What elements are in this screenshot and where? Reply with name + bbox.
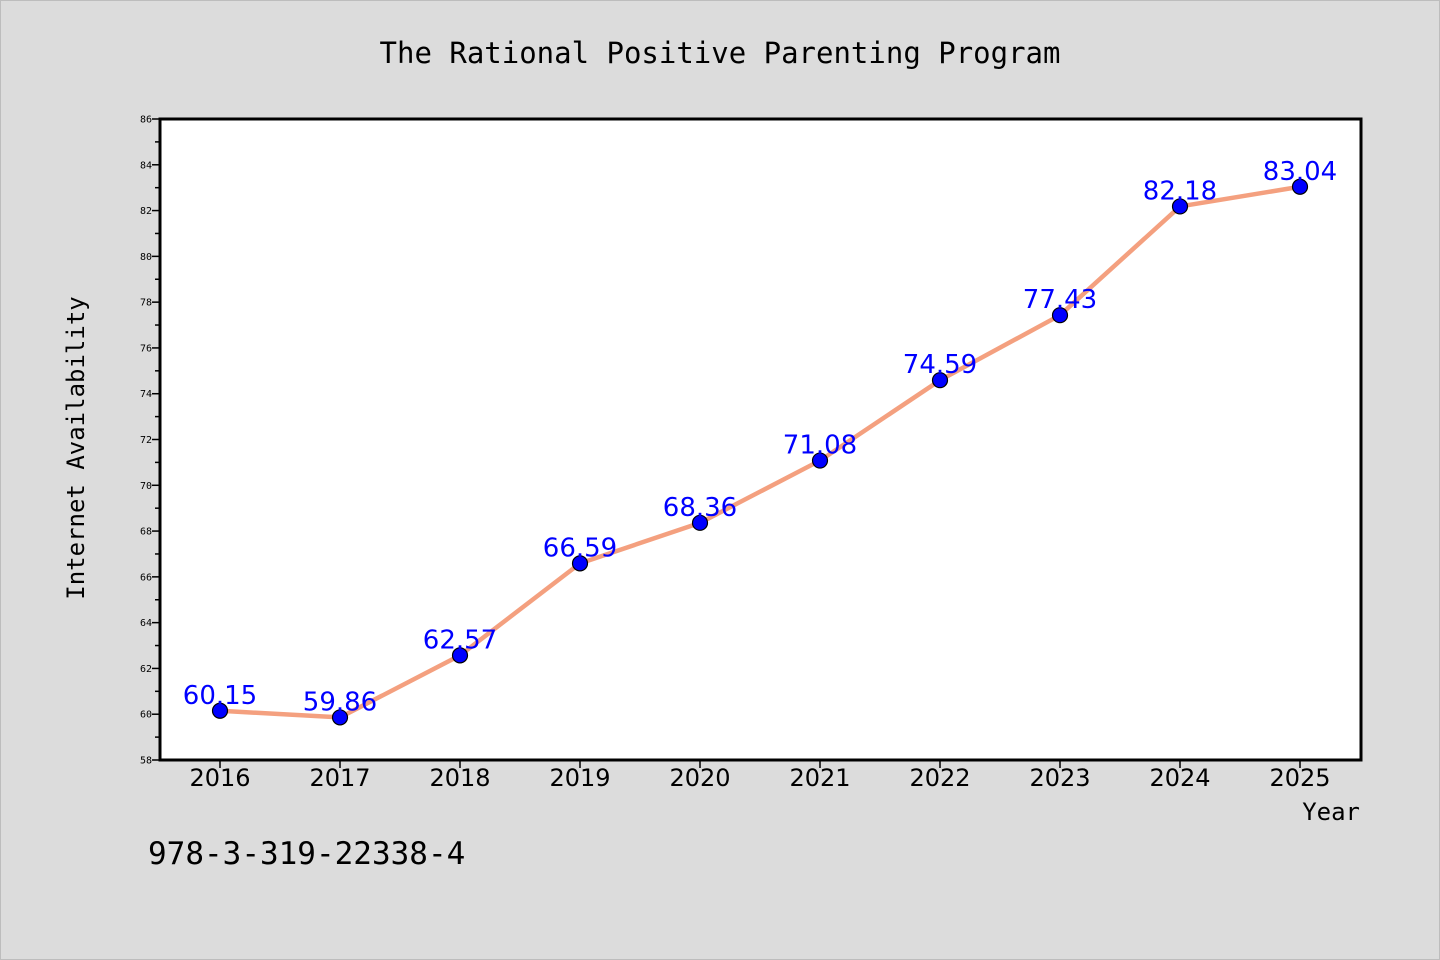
x-axis-label: Year [1302,798,1360,826]
y-tick-label: 82 [140,206,152,217]
y-axis-label: Internet Availability [62,296,90,599]
plot-area [158,117,1363,762]
y-tick-label: 60 [140,710,152,721]
x-tick-label: 2023 [1029,764,1090,792]
y-tick-label: 74 [140,389,152,400]
x-tick-label: 2021 [789,764,850,792]
x-tick-label: 2020 [669,764,730,792]
data-point [1171,198,1189,215]
y-tick-label: 64 [140,618,152,629]
y-tick-label: 72 [140,435,152,446]
y-axis: 58 60 62 64 66 68 70 72 74 76 78 80 82 84 86 [140,115,160,767]
series-line [217,184,1303,720]
data-label: 66.59 [543,533,617,563]
x-tick-label: 2016 [189,764,250,792]
data-point [1051,307,1069,324]
x-tick-label: 2024 [1149,764,1210,792]
x-tick-label: 2019 [549,764,610,792]
y-tick-label: 84 [140,160,152,171]
data-label: 74.59 [903,350,977,380]
data-label: 62.57 [423,625,497,655]
data-point [931,372,949,389]
data-point [331,709,349,726]
data-label: 59.86 [303,687,377,717]
data-point [211,702,229,719]
isbn-annotation: 978-3-319-22338-4 [148,836,465,872]
data-label: 77.43 [1023,285,1097,315]
x-axis: 2016 2017 2018 2019 2020 2021 2022 2023 2024 2025 [189,760,1331,792]
x-tick-label: 2018 [429,764,490,792]
data-label: 60.15 [183,681,257,711]
y-tick-label: 86 [140,115,152,126]
y-tick-label: 70 [140,481,152,492]
y-tick-label: 58 [140,756,152,767]
y-tick-label: 68 [140,527,152,538]
y-tick-label: 78 [140,298,152,309]
data-point [451,647,469,664]
x-tick-label: 2025 [1269,764,1330,792]
chart-title: The Rational Positive Parenting Program [380,36,1061,70]
data-label: 83.04 [1263,157,1337,187]
y-tick-label: 62 [140,664,152,675]
series-layer: 60.15 59.86 62.57 66.59 68.36 71.08 74.59 77.43… [183,157,1337,726]
y-tick-label: 76 [140,343,152,354]
data-label: 82.18 [1143,176,1217,206]
data-point [811,452,829,469]
data-label: 71.08 [783,431,857,461]
data-label: 68.36 [663,493,737,523]
x-tick-label: 2017 [309,764,370,792]
y-tick-label: 66 [140,572,152,583]
x-tick-label: 2022 [909,764,970,792]
data-point [1291,178,1309,195]
data-point [691,514,709,531]
data-point [571,555,589,572]
y-tick-label: 80 [140,252,152,263]
